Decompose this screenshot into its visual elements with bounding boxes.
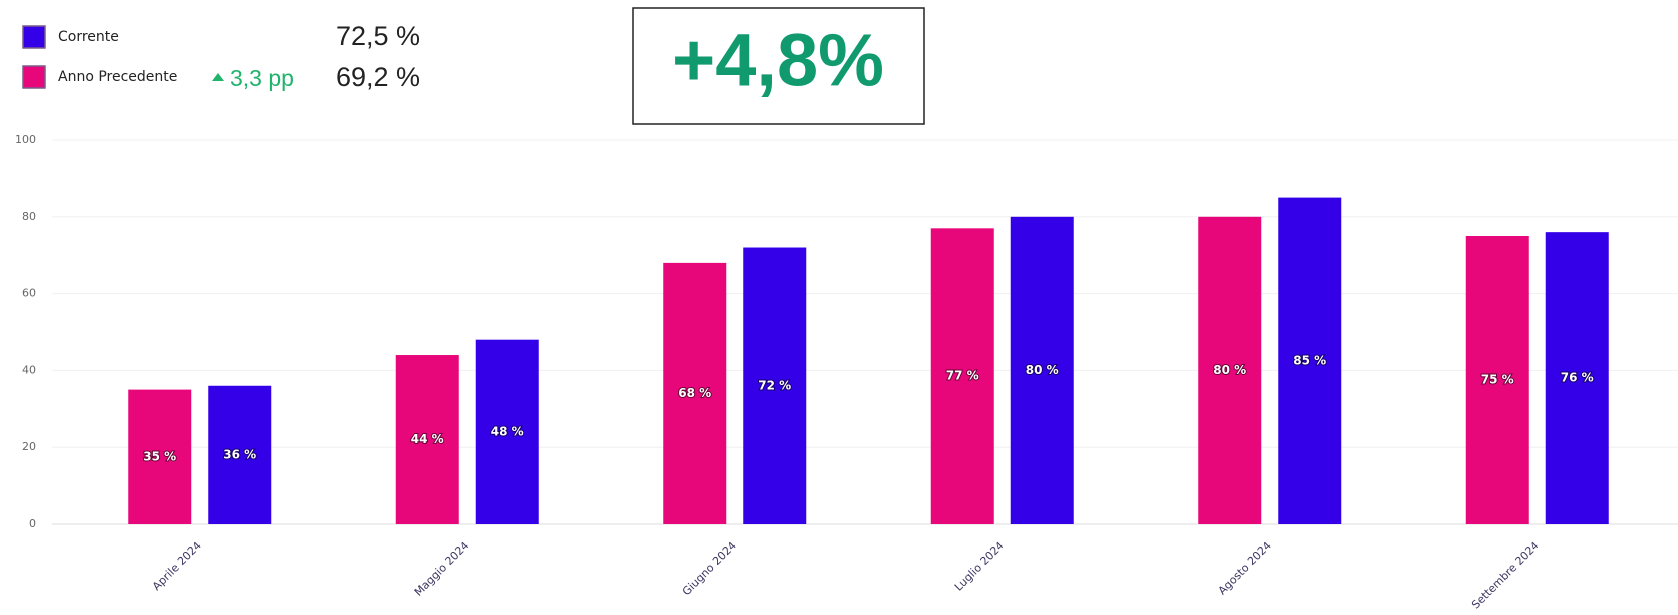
value-label: 36 % — [223, 447, 256, 461]
bar — [395, 355, 459, 524]
x-tick-label: Luglio 2024 — [952, 539, 1007, 594]
bar — [663, 262, 727, 524]
x-tick-label: Settembre 2024 — [1469, 539, 1541, 611]
legend-label: Anno Precedente — [58, 69, 177, 85]
legend-swatch — [22, 25, 46, 49]
current-value: 72,5 % — [336, 21, 420, 51]
y-tick-label: 80 — [22, 210, 36, 223]
legend-label: Corrente — [58, 29, 119, 45]
value-label: 44 % — [411, 432, 444, 446]
value-label: 77 % — [946, 369, 979, 383]
bar — [743, 247, 807, 524]
x-tick-label: Agosto 2024 — [1216, 539, 1274, 597]
bar — [475, 339, 539, 524]
highlight-box — [632, 7, 925, 125]
previous-value: 69,2 % — [336, 62, 420, 92]
x-tick-label: Maggio 2024 — [412, 539, 472, 599]
value-label: 80 % — [1026, 363, 1059, 377]
bar — [930, 228, 994, 524]
value-label: 76 % — [1561, 371, 1594, 385]
y-tick-label: 40 — [22, 363, 36, 376]
legend-swatch — [22, 65, 46, 89]
bar — [1465, 236, 1529, 524]
x-tick-label: Aprile 2024 — [150, 539, 204, 593]
value-label: 80 % — [1213, 363, 1246, 377]
value-label: 75 % — [1481, 373, 1514, 387]
change-value: 3,3 pp — [230, 65, 294, 91]
value-label: 68 % — [678, 386, 711, 400]
y-tick-label: 0 — [29, 517, 36, 530]
value-label: 48 % — [491, 424, 524, 438]
y-tick-label: 20 — [22, 440, 36, 453]
bar — [128, 389, 192, 524]
highlight-value: +4,8% — [672, 19, 884, 102]
bar — [208, 385, 272, 524]
bar — [1545, 232, 1609, 524]
value-label: 35 % — [143, 449, 176, 463]
value-label: 85 % — [1293, 353, 1326, 367]
x-tick-label: Giugno 2024 — [680, 539, 739, 598]
bar — [1010, 216, 1074, 525]
y-tick-label: 100 — [15, 133, 36, 146]
bar — [1198, 216, 1262, 525]
y-tick-label: 60 — [22, 287, 36, 300]
bar — [1278, 197, 1342, 524]
value-label: 72 % — [758, 378, 791, 392]
up-arrow — [212, 73, 224, 81]
